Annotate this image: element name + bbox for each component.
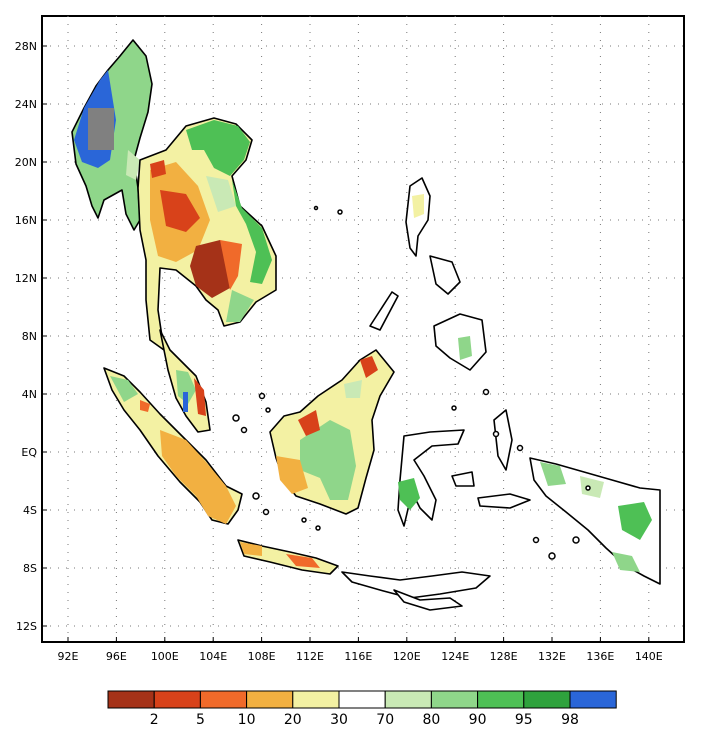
lon-tick-label: 100E	[151, 650, 179, 663]
lat-tick-label: 8S	[23, 562, 37, 575]
malay-green	[176, 370, 196, 404]
legend-swatch	[246, 690, 294, 709]
mindanao-green	[458, 336, 472, 360]
lat-tick-label: 8N	[22, 330, 37, 343]
indochina-light	[206, 176, 236, 212]
lon-tick-label: 112E	[296, 650, 324, 663]
legend-label: 90	[469, 712, 487, 728]
color-legend: 2 5 10 20 30 70 80 90 95 98	[107, 690, 617, 728]
sabah-red	[360, 356, 378, 378]
legend-swatch	[384, 690, 432, 709]
sumatra-green-north	[110, 376, 138, 402]
small-islands	[232, 205, 591, 560]
lat-tick-label: 12N	[15, 272, 37, 285]
new-guinea-green-central	[618, 502, 652, 540]
luzon-yellow	[412, 194, 424, 218]
thailand-red-north	[150, 160, 166, 178]
legend-swatch	[430, 690, 479, 709]
lon-tick-label: 116E	[344, 650, 372, 663]
legend-swatch	[199, 690, 248, 709]
thailand-red	[160, 190, 200, 232]
longitude-labels: 92E 96E 100E 104E 108E 112E 116E 120E 124E 128E 13…	[58, 637, 663, 663]
lat-tick-label: 4S	[23, 504, 37, 517]
legend-swatch	[292, 690, 340, 709]
lat-tick-label: 24N	[15, 98, 37, 111]
lon-tick-label: 92E	[58, 650, 79, 663]
new-guinea-light	[580, 476, 604, 498]
legend-swatch	[477, 690, 525, 709]
malay-blue	[183, 392, 188, 412]
lon-tick-label: 140E	[635, 650, 663, 663]
lat-tick-label: EQ	[21, 446, 37, 459]
legend-swatch	[153, 690, 201, 709]
java-orange-east	[286, 554, 320, 568]
legend-swatch	[107, 690, 155, 709]
lat-tick-label: 4N	[22, 388, 37, 401]
legend-label: 20	[284, 712, 302, 728]
java-orange	[240, 542, 262, 556]
vietnam-south-green	[226, 290, 254, 322]
lesser-sunda	[341, 571, 491, 599]
borneo-green	[300, 420, 356, 500]
new-guinea-green-west	[540, 462, 566, 486]
legend-swatch	[523, 690, 571, 709]
borneo-red	[298, 410, 320, 436]
legend-swatch	[338, 690, 386, 709]
legend-label: 30	[330, 712, 348, 728]
sumatra-orange-dot	[140, 400, 150, 412]
legend-label: 10	[238, 712, 256, 728]
lon-tick-label: 132E	[538, 650, 566, 663]
borneo-orange	[276, 456, 308, 494]
latitude-labels: 28N 24N 20N 16N 12N 8N 4N EQ 4S 8S 12S	[15, 40, 47, 633]
lon-tick-label: 124E	[441, 650, 469, 663]
land-areas	[71, 39, 661, 611]
sulawesi-green	[398, 478, 420, 510]
lat-tick-label: 28N	[15, 40, 37, 53]
maluku-halmahera	[493, 409, 513, 471]
sabah-light	[344, 380, 362, 398]
lon-tick-label: 108E	[248, 650, 276, 663]
sulawesi	[397, 429, 465, 527]
visayas	[429, 255, 461, 295]
lat-tick-label: 16N	[15, 214, 37, 227]
legend-label: 5	[196, 712, 205, 728]
no-data-patch	[88, 108, 114, 150]
lesser-sunda-south	[393, 589, 463, 611]
palawan	[369, 291, 399, 331]
legend-label: 95	[515, 712, 533, 728]
legend-label: 70	[376, 712, 394, 728]
maluku-buru	[451, 471, 475, 487]
legend-label: 2	[150, 712, 159, 728]
lon-tick-label: 104E	[199, 650, 227, 663]
lat-tick-label: 12S	[16, 620, 37, 633]
new-guinea	[529, 457, 661, 585]
myanmar-light-green	[126, 150, 140, 180]
vietnam-green	[232, 180, 272, 284]
legend-label: 80	[422, 712, 440, 728]
maluku-seram	[477, 493, 531, 509]
lon-tick-label: 128E	[490, 650, 518, 663]
sumatra-orange-band	[160, 430, 236, 524]
legend-swatch	[569, 690, 617, 709]
lon-tick-label: 136E	[586, 650, 614, 663]
lat-tick-label: 20N	[15, 156, 37, 169]
cambodia-orange	[220, 240, 242, 290]
lon-tick-label: 120E	[393, 650, 421, 663]
legend-label: 98	[561, 712, 579, 728]
laos-green	[186, 120, 250, 176]
malay-orange	[194, 378, 206, 416]
lon-tick-label: 96E	[106, 650, 127, 663]
new-guinea-green-south	[612, 552, 640, 572]
